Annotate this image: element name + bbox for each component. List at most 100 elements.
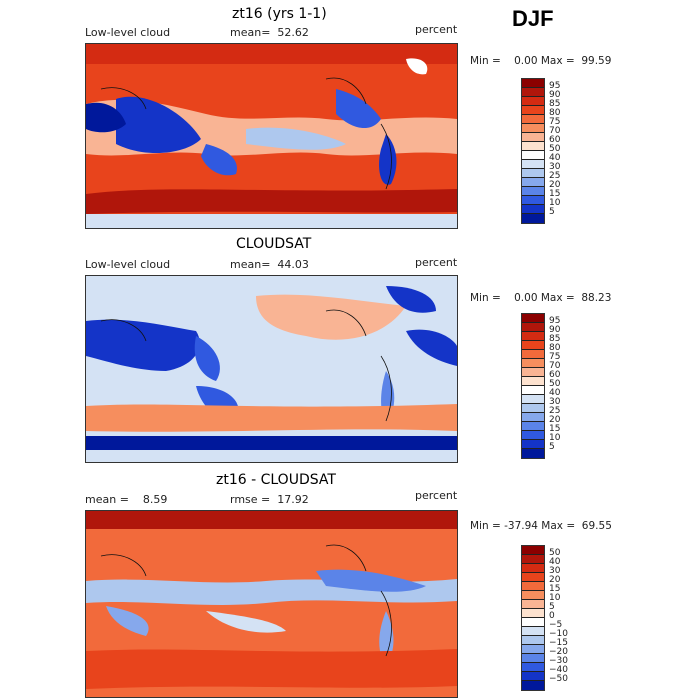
colorbar-tick-label: 25	[549, 171, 561, 181]
colorbar-tick-label: 80	[549, 343, 561, 353]
colorbar-swatch	[522, 636, 544, 645]
panel-3-rmse-label: rmse = 17.92	[230, 493, 309, 506]
colorbar-swatch	[522, 404, 544, 413]
panel-1-mean-label: mean= 52.62	[230, 26, 309, 39]
panel-3-map	[85, 510, 458, 698]
colorbar-swatch	[522, 350, 544, 359]
colorbar-swatch	[522, 582, 544, 591]
panel-3-map-svg	[86, 511, 457, 697]
panel-1-title: zt16 (yrs 1-1)	[232, 6, 327, 22]
panel-3-colorbar	[521, 545, 545, 691]
colorbar-swatch	[522, 341, 544, 350]
colorbar-swatch	[522, 151, 544, 160]
colorbar-swatch	[522, 377, 544, 386]
colorbar-tick-label: 95	[549, 316, 561, 326]
colorbar-swatch	[522, 314, 544, 323]
colorbar-swatch	[522, 413, 544, 422]
colorbar-swatch	[522, 546, 544, 555]
colorbar-tick-label: 15	[549, 189, 561, 199]
colorbar-tick-label: 10	[549, 593, 561, 603]
colorbar-tick-label: 40	[549, 557, 561, 567]
colorbar-swatch	[522, 133, 544, 142]
colorbar-tick-label: 75	[549, 117, 561, 127]
colorbar-swatch	[522, 395, 544, 404]
panel-1-units-label: percent	[415, 23, 458, 36]
colorbar-swatch	[522, 196, 544, 205]
colorbar-tick-label: 60	[549, 135, 561, 145]
colorbar-swatch	[522, 591, 544, 600]
colorbar-swatch	[522, 142, 544, 151]
colorbar-swatch	[522, 97, 544, 106]
colorbar-swatch	[522, 205, 544, 214]
colorbar-tick-label: 20	[549, 180, 561, 190]
colorbar-swatch	[522, 332, 544, 341]
colorbar-tick-label: −50	[549, 674, 568, 684]
colorbar-swatch	[522, 187, 544, 196]
colorbar-swatch	[522, 368, 544, 377]
colorbar-tick-label: 25	[549, 406, 561, 416]
colorbar-tick-label: 20	[549, 415, 561, 425]
colorbar-swatch	[522, 555, 544, 564]
panel-1-map-svg	[86, 44, 457, 228]
panel-1-map	[85, 43, 458, 229]
colorbar-swatch	[522, 169, 544, 178]
panel-3-minmax: Min = -37.94 Max = 69.55	[470, 520, 612, 532]
colorbar-swatch	[522, 609, 544, 618]
panel-2-minmax: Min = 0.00 Max = 88.23	[470, 292, 612, 304]
colorbar-tick-label: 80	[549, 108, 561, 118]
colorbar-swatch	[522, 115, 544, 124]
colorbar-swatch	[522, 663, 544, 672]
colorbar-tick-label: 30	[549, 397, 561, 407]
colorbar-swatch	[522, 431, 544, 440]
panel-1-variable-label: Low-level cloud	[85, 26, 171, 39]
colorbar-tick-label: 70	[549, 126, 561, 136]
panel-2-colorbar	[521, 313, 545, 459]
colorbar-swatch	[522, 88, 544, 97]
colorbar-tick-label: 50	[549, 379, 561, 389]
colorbar-swatch	[522, 106, 544, 115]
colorbar-swatch	[522, 178, 544, 187]
colorbar-tick-label: 90	[549, 325, 561, 335]
colorbar-tick-label: −10	[549, 629, 568, 639]
colorbar-swatch	[522, 214, 544, 223]
colorbar-tick-label: 5	[549, 442, 555, 452]
colorbar-swatch	[522, 681, 544, 690]
panel-3-title: zt16 - CLOUDSAT	[216, 472, 336, 488]
colorbar-tick-label: 70	[549, 361, 561, 371]
colorbar-swatch	[522, 600, 544, 609]
colorbar-tick-label: 30	[549, 566, 561, 576]
season-label: DJF	[512, 6, 554, 31]
colorbar-tick-label: 15	[549, 424, 561, 434]
colorbar-tick-label: 75	[549, 352, 561, 362]
colorbar-swatch	[522, 654, 544, 663]
colorbar-swatch	[522, 672, 544, 681]
colorbar-tick-label: 5	[549, 602, 555, 612]
colorbar-tick-label: 85	[549, 334, 561, 344]
colorbar-swatch	[522, 449, 544, 458]
colorbar-swatch	[522, 573, 544, 582]
panel-1-colorbar	[521, 78, 545, 224]
colorbar-tick-label: 30	[549, 162, 561, 172]
panel-2-variable-label: Low-level cloud	[85, 258, 171, 271]
colorbar-tick-label: −20	[549, 647, 568, 657]
colorbar-tick-label: 50	[549, 144, 561, 154]
panel-2-units-label: percent	[415, 256, 458, 269]
colorbar-swatch	[522, 160, 544, 169]
colorbar-tick-label: 10	[549, 198, 561, 208]
colorbar-tick-label: 40	[549, 153, 561, 163]
colorbar-tick-label: 85	[549, 99, 561, 109]
colorbar-tick-label: 95	[549, 81, 561, 91]
colorbar-swatch	[522, 618, 544, 627]
colorbar-swatch	[522, 422, 544, 431]
colorbar-tick-label: 15	[549, 584, 561, 594]
colorbar-swatch	[522, 386, 544, 395]
colorbar-tick-label: 0	[549, 611, 555, 621]
panel-1-minmax: Min = 0.00 Max = 99.59	[470, 55, 612, 67]
colorbar-swatch	[522, 79, 544, 88]
colorbar-tick-label: 20	[549, 575, 561, 585]
colorbar-tick-label: −40	[549, 665, 568, 675]
colorbar-tick-label: 50	[549, 548, 561, 558]
colorbar-tick-label: −30	[549, 656, 568, 666]
colorbar-swatch	[522, 627, 544, 636]
colorbar-swatch	[522, 564, 544, 573]
